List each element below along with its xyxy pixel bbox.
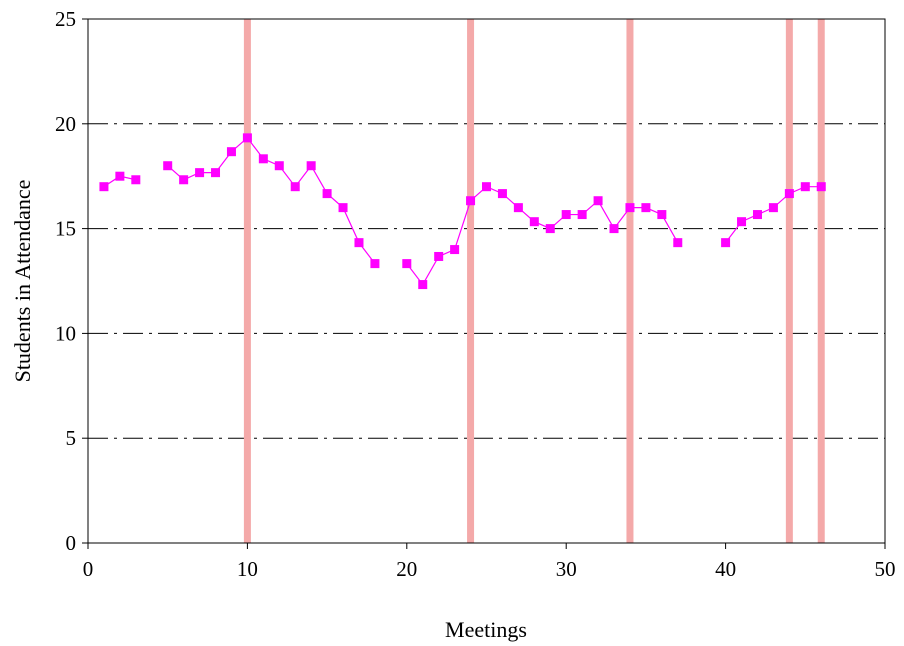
data-point-46 bbox=[816, 182, 826, 192]
x-tick-label-40: 40 bbox=[715, 557, 736, 581]
data-point-34 bbox=[625, 203, 635, 213]
data-point-16 bbox=[338, 203, 348, 213]
data-point-23 bbox=[450, 245, 460, 255]
data-point-40 bbox=[721, 238, 731, 248]
data-point-30 bbox=[561, 210, 571, 220]
series-line-segment-1 bbox=[167, 136, 376, 264]
data-point-24 bbox=[466, 196, 476, 206]
data-point-14 bbox=[306, 161, 316, 171]
vertical-markers bbox=[243, 19, 825, 543]
data-point-17 bbox=[354, 238, 364, 248]
data-point-5 bbox=[163, 161, 173, 171]
data-point-33 bbox=[609, 224, 619, 234]
x-tick-label-0: 0 bbox=[83, 557, 94, 581]
series-attendance bbox=[99, 133, 826, 290]
vertical-marker-46 bbox=[817, 19, 825, 543]
data-point-22 bbox=[434, 251, 444, 261]
vertical-marker-10 bbox=[243, 19, 251, 543]
x-tick-label-10: 10 bbox=[237, 557, 258, 581]
data-point-13 bbox=[290, 182, 300, 192]
data-point-11 bbox=[258, 154, 268, 164]
data-point-43 bbox=[768, 203, 778, 213]
x-axis-ticks: 0 10 20 30 40 50 bbox=[83, 543, 896, 581]
y-axis-ticks: 0 5 10 15 20 25 bbox=[55, 7, 88, 555]
vertical-marker-34 bbox=[626, 19, 634, 543]
data-point-44 bbox=[784, 189, 794, 199]
data-point-18 bbox=[370, 259, 380, 269]
data-point-37 bbox=[673, 238, 683, 248]
data-point-12 bbox=[274, 161, 284, 171]
series-line-segment-2 bbox=[406, 185, 679, 286]
data-point-45 bbox=[800, 182, 810, 192]
data-point-42 bbox=[752, 210, 762, 220]
data-point-8 bbox=[211, 168, 221, 178]
y-tick-label-5: 5 bbox=[66, 426, 77, 450]
data-point-10 bbox=[242, 133, 252, 143]
data-point-20 bbox=[402, 259, 412, 269]
y-tick-label-0: 0 bbox=[66, 531, 77, 555]
data-point-21 bbox=[418, 280, 428, 290]
data-point-27 bbox=[513, 203, 523, 213]
data-point-1 bbox=[99, 182, 109, 192]
data-point-7 bbox=[195, 168, 205, 178]
data-point-15 bbox=[322, 189, 332, 199]
x-tick-label-20: 20 bbox=[396, 557, 417, 581]
vertical-marker-24 bbox=[467, 19, 475, 543]
data-point-35 bbox=[641, 203, 651, 213]
x-axis-label: Meetings bbox=[445, 617, 527, 642]
y-tick-label-20: 20 bbox=[55, 112, 76, 136]
data-point-31 bbox=[577, 210, 587, 220]
x-tick-label-50: 50 bbox=[875, 557, 896, 581]
y-tick-label-25: 25 bbox=[55, 7, 76, 31]
data-point-36 bbox=[657, 210, 667, 220]
y-axis-label: Students in Attendance bbox=[10, 180, 35, 383]
data-point-6 bbox=[179, 175, 189, 185]
x-tick-label-30: 30 bbox=[556, 557, 577, 581]
y-tick-label-10: 10 bbox=[55, 321, 76, 345]
data-point-25 bbox=[482, 182, 491, 192]
data-point-29 bbox=[545, 224, 555, 234]
vertical-marker-44 bbox=[785, 19, 793, 543]
data-point-26 bbox=[497, 189, 507, 199]
data-point-32 bbox=[593, 196, 603, 206]
data-point-9 bbox=[226, 147, 236, 157]
series-line-segment-3 bbox=[725, 186, 822, 244]
y-tick-label-15: 15 bbox=[55, 217, 76, 241]
data-point-28 bbox=[529, 217, 539, 227]
data-point-41 bbox=[737, 217, 747, 227]
data-point-2 bbox=[115, 171, 125, 181]
gridlines bbox=[88, 123, 885, 439]
data-point-3 bbox=[131, 175, 141, 185]
plot-area-border bbox=[87, 18, 886, 544]
